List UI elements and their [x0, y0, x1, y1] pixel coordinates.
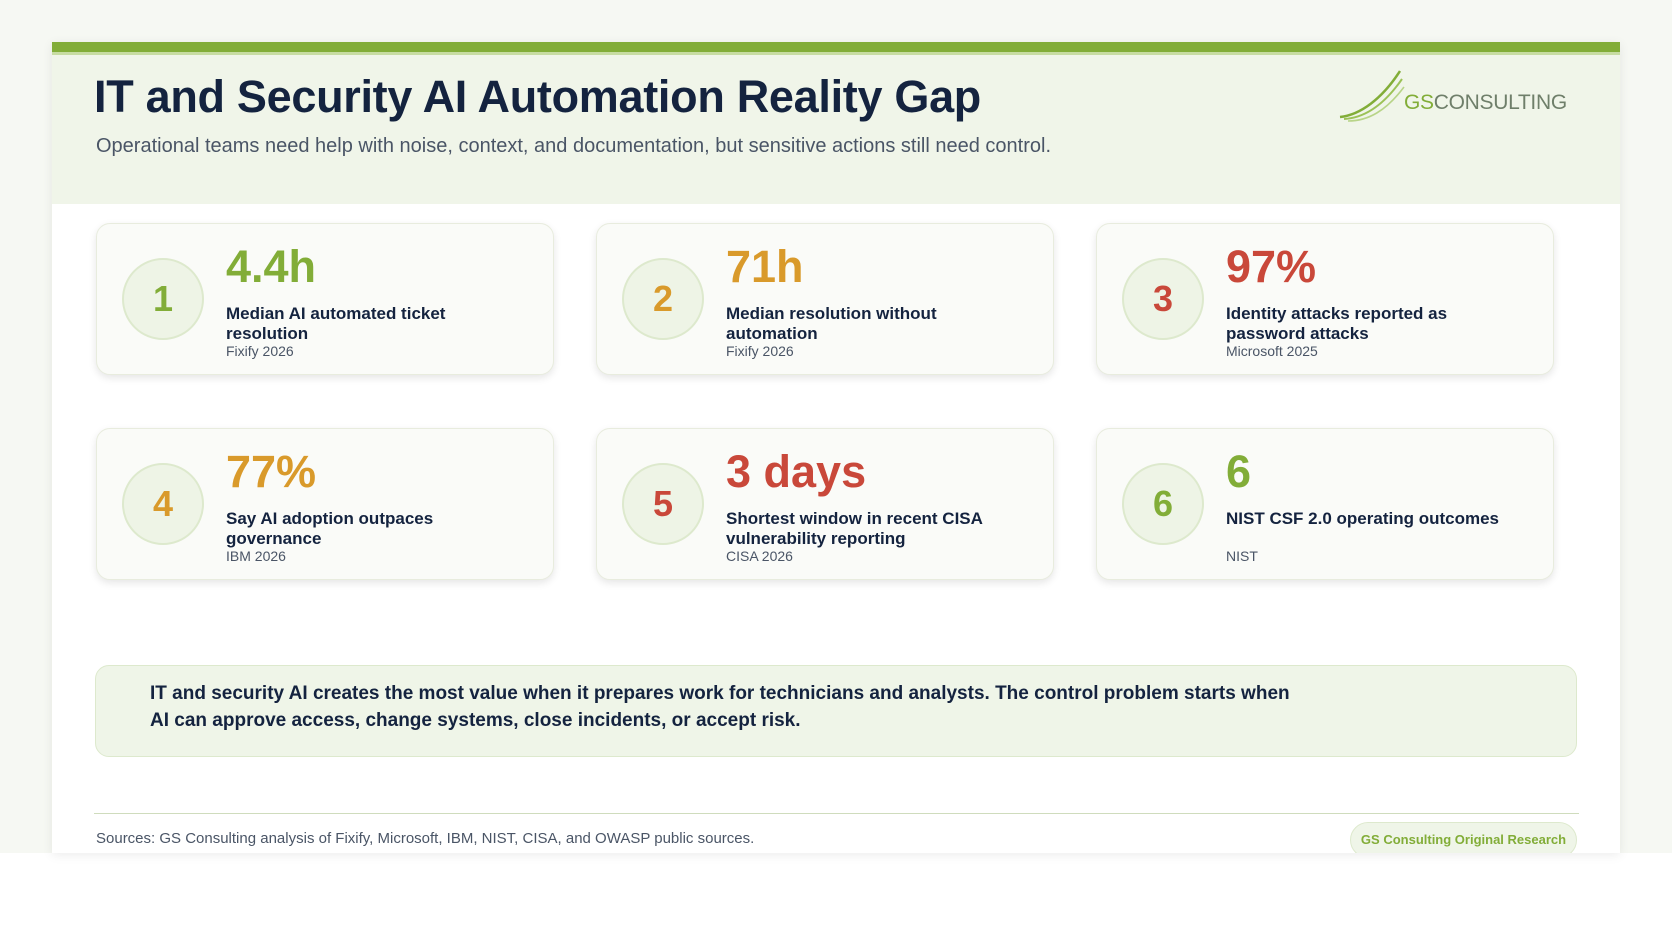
gs-consulting-logo: GSCONSULTING	[1338, 65, 1578, 125]
stat-card-6: 6 6 NIST CSF 2.0 operating outcomes NIST	[1096, 428, 1554, 580]
stat-source: IBM 2026	[226, 548, 286, 564]
stat-card-2: 2 71h Median resolution without automati…	[596, 223, 1054, 375]
stat-value: 3 days	[726, 446, 867, 497]
callout-text: IT and security AI creates the most valu…	[150, 683, 1290, 731]
stat-number-badge: 4	[122, 463, 204, 545]
page-title: IT and Security AI Automation Reality Ga…	[94, 71, 981, 122]
stat-source: NIST	[1226, 548, 1258, 564]
stat-number-badge: 6	[1122, 463, 1204, 545]
stat-value: 6	[1226, 446, 1252, 497]
stat-card-3: 3 97% Identity attacks reported as passw…	[1096, 223, 1554, 375]
stat-source: Fixify 2026	[726, 343, 794, 359]
key-insight-callout: IT and security AI creates the most valu…	[95, 665, 1577, 757]
stat-number-badge: 2	[622, 258, 704, 340]
stat-number-badge: 1	[122, 258, 204, 340]
stat-card-5: 5 3 days Shortest window in recent CISA …	[596, 428, 1054, 580]
original-research-badge: GS Consulting Original Research	[1350, 822, 1577, 853]
stat-value: 97%	[1226, 241, 1317, 292]
stat-label: NIST CSF 2.0 operating outcomes	[1226, 509, 1499, 528]
stat-value: 71h	[726, 241, 804, 292]
stat-source: Fixify 2026	[226, 343, 294, 359]
stat-label: Shortest window in recent CISA vulnerabi…	[726, 509, 983, 548]
stat-label: Median AI automated ticket resolution	[226, 304, 446, 343]
logo-wordmark: GSCONSULTING	[1404, 91, 1567, 114]
stat-value: 77%	[226, 446, 317, 497]
stat-card-4: 4 77% Say AI adoption outpaces governanc…	[96, 428, 554, 580]
stat-number-badge: 3	[1122, 258, 1204, 340]
stat-label: Identity attacks reported as password at…	[1226, 304, 1448, 343]
sources-note: Sources: GS Consulting analysis of Fixif…	[96, 830, 755, 847]
stat-card-1: 1 4.4h Median AI automated ticket resolu…	[96, 223, 554, 375]
page-subtitle: Operational teams need help with noise, …	[96, 135, 1052, 157]
header: IT and Security AI Automation Reality Ga…	[52, 55, 1620, 204]
stat-label: Median resolution without automation	[726, 304, 937, 343]
accent-bar	[52, 42, 1620, 55]
stat-source: CISA 2026	[726, 548, 793, 564]
stat-value: 4.4h	[226, 241, 317, 292]
footer-divider	[94, 813, 1579, 814]
stat-source: Microsoft 2025	[1226, 343, 1318, 359]
stat-label: Say AI adoption outpaces governance	[226, 509, 434, 548]
stat-number-badge: 5	[622, 463, 704, 545]
slide-frame: IT and Security AI Automation Reality Ga…	[52, 42, 1620, 853]
swoosh-icon	[1339, 70, 1405, 122]
